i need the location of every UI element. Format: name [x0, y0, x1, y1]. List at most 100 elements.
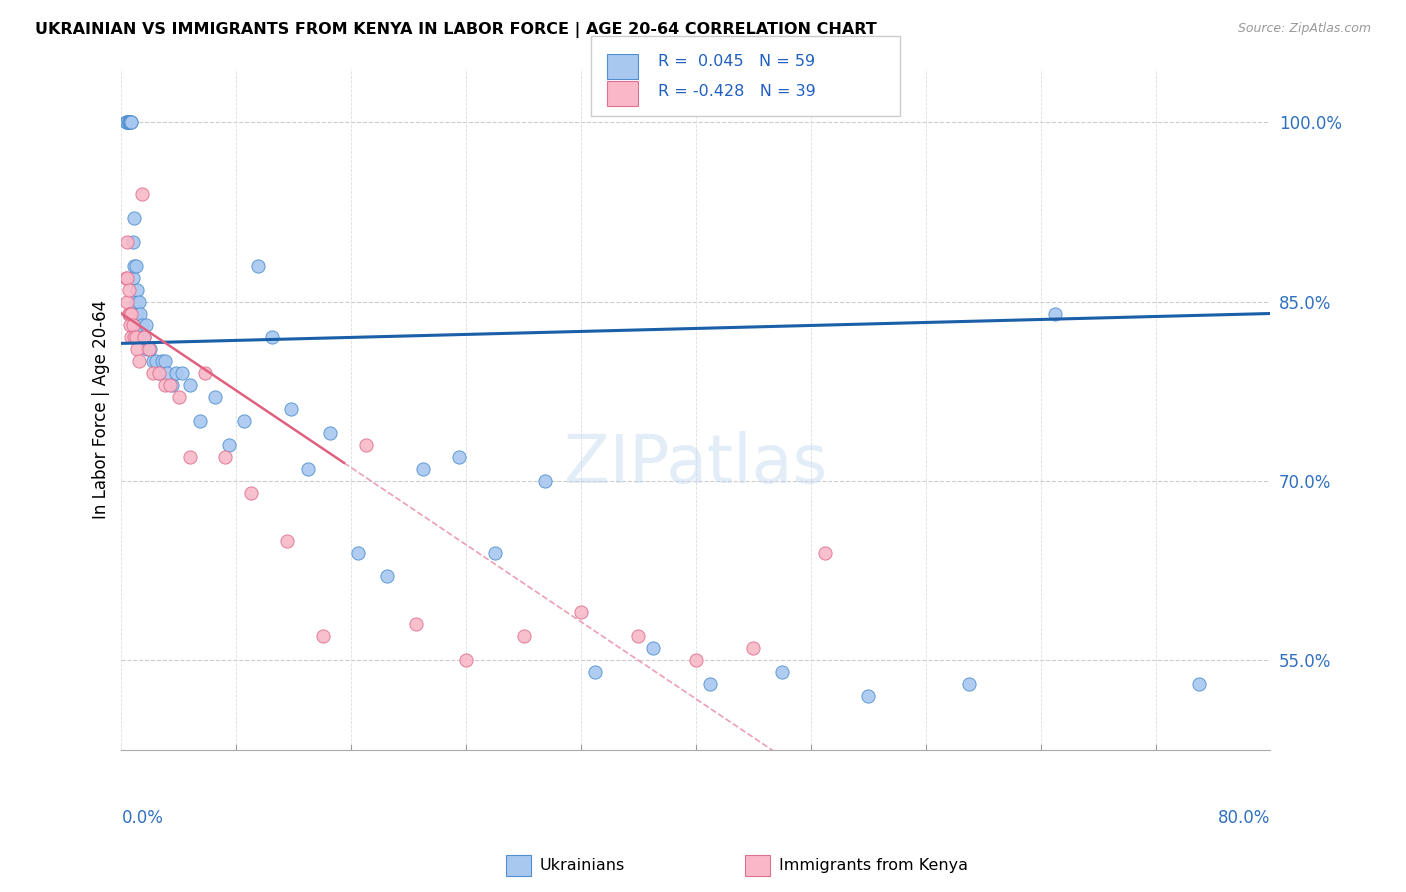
Point — [122, 318, 145, 333]
Point — [179, 378, 201, 392]
Point — [117, 115, 139, 129]
Point — [232, 414, 254, 428]
Point — [194, 366, 217, 380]
Point — [125, 294, 148, 309]
Point — [129, 306, 152, 320]
Point — [148, 366, 170, 380]
Point — [135, 318, 157, 333]
Point — [276, 533, 298, 548]
Point — [127, 283, 149, 297]
Point — [124, 259, 146, 273]
Point — [190, 414, 212, 428]
Point — [124, 211, 146, 225]
Point — [179, 450, 201, 464]
Point — [121, 115, 143, 129]
Point — [204, 390, 226, 404]
Y-axis label: In Labor Force | Age 20-64: In Labor Force | Age 20-64 — [93, 300, 110, 518]
Text: 80.0%: 80.0% — [1218, 809, 1271, 828]
Point — [122, 235, 145, 249]
Point — [122, 270, 145, 285]
Point — [318, 425, 340, 440]
Point — [512, 629, 534, 643]
Point — [114, 270, 136, 285]
Point — [770, 665, 793, 679]
Point — [120, 318, 142, 333]
Point — [125, 330, 148, 344]
Point — [405, 617, 427, 632]
Point — [742, 641, 765, 656]
Point — [1188, 677, 1211, 691]
Point — [214, 450, 236, 464]
Point — [117, 306, 139, 320]
Point — [121, 115, 143, 129]
Text: 0.0%: 0.0% — [121, 809, 163, 828]
Point — [858, 689, 880, 703]
Point — [262, 330, 284, 344]
Point — [641, 641, 664, 656]
Text: Immigrants from Kenya: Immigrants from Kenya — [779, 858, 967, 872]
Point — [127, 306, 149, 320]
Point — [124, 330, 146, 344]
Point — [128, 294, 150, 309]
Point — [153, 354, 176, 368]
Point — [142, 366, 165, 380]
Text: Ukrainians: Ukrainians — [540, 858, 626, 872]
Point — [136, 343, 159, 357]
Point — [134, 330, 156, 344]
Point — [156, 366, 179, 380]
Text: UKRAINIAN VS IMMIGRANTS FROM KENYA IN LABOR FORCE | AGE 20-64 CORRELATION CHART: UKRAINIAN VS IMMIGRANTS FROM KENYA IN LA… — [35, 22, 877, 38]
Point — [167, 390, 190, 404]
Point — [120, 306, 142, 320]
Point — [484, 545, 506, 559]
Point — [115, 270, 138, 285]
Point — [127, 343, 149, 357]
Text: ZIPatlas: ZIPatlas — [564, 431, 828, 497]
Point — [115, 235, 138, 249]
Point — [375, 569, 398, 583]
Point — [814, 545, 837, 559]
Point — [117, 115, 139, 129]
Point — [627, 629, 650, 643]
Point — [121, 306, 143, 320]
Point — [246, 259, 269, 273]
Point — [117, 115, 139, 129]
Point — [132, 330, 155, 344]
Point — [456, 653, 478, 667]
Point — [280, 402, 302, 417]
Text: R = -0.428   N = 39: R = -0.428 N = 39 — [658, 85, 815, 99]
Point — [120, 115, 142, 129]
Point — [117, 306, 139, 320]
Point — [412, 462, 434, 476]
Point — [165, 366, 187, 380]
Point — [142, 354, 165, 368]
Point — [120, 115, 142, 129]
Point — [115, 115, 138, 129]
Point — [114, 115, 136, 129]
Point — [569, 605, 592, 619]
Point — [128, 354, 150, 368]
Point — [354, 438, 377, 452]
Point — [121, 330, 143, 344]
Point — [148, 366, 170, 380]
Point — [218, 438, 240, 452]
Point — [1043, 306, 1066, 320]
Point — [170, 366, 193, 380]
Point — [150, 354, 173, 368]
Point — [699, 677, 721, 691]
Point — [534, 474, 557, 488]
Point — [131, 186, 153, 201]
Point — [957, 677, 980, 691]
Point — [153, 378, 176, 392]
Point — [159, 378, 181, 392]
Point — [117, 283, 139, 297]
Point — [115, 115, 138, 129]
Point — [138, 343, 160, 357]
Point — [139, 343, 162, 357]
Point — [685, 653, 707, 667]
Point — [297, 462, 319, 476]
Point — [115, 294, 138, 309]
Point — [583, 665, 606, 679]
Point — [447, 450, 470, 464]
Point — [239, 485, 262, 500]
Point — [131, 318, 153, 333]
